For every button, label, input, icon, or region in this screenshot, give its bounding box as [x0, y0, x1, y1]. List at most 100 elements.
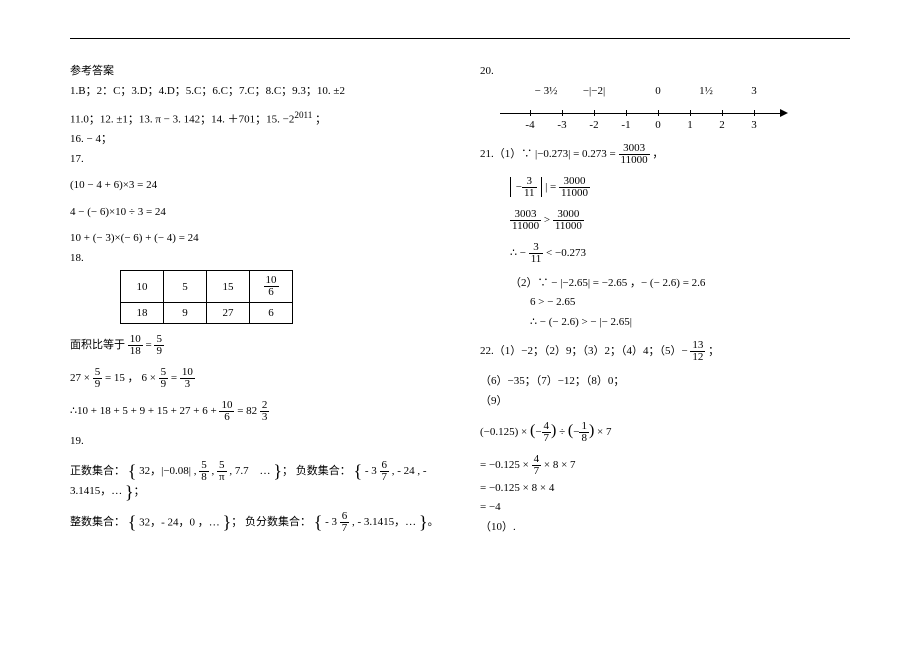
- frac: 300311000: [619, 143, 650, 166]
- frac: 18: [579, 421, 589, 444]
- set-content: 32，|−0.08| , 58 , 5π , 7.7 …: [139, 465, 273, 477]
- q20-label: 20.: [480, 63, 860, 80]
- brace-icon: {: [128, 513, 137, 531]
- q18-calc1: 27 × 59 = 15 ， 6 × 59 = 103: [70, 367, 450, 390]
- answers-1: 1.B；2：C；3.D；4.D；5.C；6.C；7.C；8.C；9.3；10. …: [70, 83, 450, 100]
- q22-e4: = −4: [480, 499, 860, 516]
- right-column: 20. -4-3-2-10123− 3½−|−2|01½3 21.（1）∵ |−…: [480, 60, 860, 538]
- abs-icon: [539, 177, 542, 197]
- txt: |−0.273| = 0.273 =: [535, 148, 616, 160]
- txt: 22.（1）−2；（2）9；（3）2；（4）4；（5）−: [480, 345, 688, 357]
- ans2-exp: −2: [283, 114, 295, 126]
- txt: , - 3.1415，…: [352, 516, 416, 528]
- txt: 21.（1）∵: [480, 148, 532, 160]
- brace-icon: {: [353, 462, 362, 480]
- txt: >: [544, 214, 550, 226]
- frac: 67: [340, 511, 350, 534]
- answers-2: 11.0；12. ±1；13. π − 3. 142；14. ＋701；15. …: [70, 109, 450, 128]
- q22-l1: 22.（1）−2；（2）9；（3）2；（4）4；（5）− 1312 ；: [480, 340, 860, 363]
- frac: 103: [180, 367, 195, 390]
- txt: ；: [708, 345, 719, 357]
- frac: 5π: [217, 460, 227, 483]
- frac: 67: [380, 460, 390, 483]
- brace-icon: }: [419, 513, 428, 531]
- cell: 15: [207, 271, 250, 303]
- number-line: -4-3-2-10123− 3½−|−2|01½3: [500, 83, 790, 133]
- frac: 311: [522, 176, 537, 199]
- brace-icon: }: [273, 462, 282, 480]
- frac: 1018: [128, 334, 143, 357]
- q18-label: 18.: [70, 250, 450, 267]
- brace-icon: {: [314, 513, 323, 531]
- ans2-tail: ；: [315, 114, 326, 126]
- txt: 6 ×: [141, 372, 155, 384]
- cell: 18: [121, 303, 164, 324]
- label: 负分数集合：: [245, 516, 311, 528]
- q19-label: 19.: [70, 433, 450, 450]
- brace-icon: {: [128, 462, 137, 480]
- frac: 59: [93, 367, 103, 390]
- brace-icon: }: [223, 513, 232, 531]
- txt: = −0.125 ×: [480, 459, 529, 471]
- q21-p2b: 6 > − 2.65: [530, 294, 860, 311]
- frac: 300011000: [553, 209, 584, 232]
- ans2-pre: 11.0；12. ±1；13. π − 3. 142；14. ＋701；15.: [70, 114, 283, 126]
- q21-l2: −311 | = 300011000: [510, 176, 860, 199]
- area-label: 面积比等于: [70, 339, 125, 351]
- brace-icon: }: [125, 483, 134, 501]
- cell: 27: [207, 303, 250, 324]
- frac: 1312: [690, 340, 705, 363]
- q21-p2a: （2）∵ − |−2.65| = −2.65 ，− (− 2.6) = 2.6: [510, 275, 860, 292]
- set-content: 32，- 24，0 ，…: [139, 516, 220, 528]
- txt: , 7.7 …: [229, 465, 270, 477]
- frac: 59: [159, 367, 169, 390]
- txt: - 3: [365, 465, 377, 477]
- txt: < −0.273: [546, 247, 586, 259]
- frac: 59: [154, 334, 164, 357]
- set-content: - 3 67 , - 3.1415，…: [325, 516, 419, 528]
- txt: ∴10 + 18 + 5 + 9 + 15 + 27 + 6 +: [70, 405, 217, 417]
- txt: × 8 × 7: [544, 459, 576, 471]
- q22-l2: （6）−35；（7）−12；（8）0；: [480, 373, 860, 390]
- table-row: 10 5 15 106: [121, 271, 293, 303]
- frac: 300011000: [559, 176, 590, 199]
- txt: - 3: [325, 516, 337, 528]
- q17-e2: 4 − (− 6)×10 ÷ 3 = 24: [70, 204, 450, 221]
- cell: 9: [164, 303, 207, 324]
- q17-e3: 10 + (− 3)×(− 6) + (− 4) = 24: [70, 230, 450, 247]
- txt: 27 ×: [70, 372, 90, 384]
- ans2-sup: 2011: [294, 110, 312, 120]
- txt: | =: [545, 181, 556, 193]
- top-rule: [70, 38, 850, 39]
- q22-l10: （10）.: [480, 519, 860, 536]
- cell: 106: [250, 271, 293, 303]
- eq: =: [146, 339, 152, 351]
- answers-3: 16. − 4；: [70, 131, 450, 148]
- q22-e3: = −0.125 × 8 × 4: [480, 480, 860, 497]
- cell: 6: [250, 303, 293, 324]
- cell: 10: [121, 271, 164, 303]
- txt: ∴ −: [510, 247, 526, 259]
- q22-e1: (−0.125) × (−47) ÷ (−18) × 7: [480, 419, 860, 444]
- q17-e1: (10 − 4 + 6)×3 = 24: [70, 177, 450, 194]
- txt: 32，|−0.08| ,: [139, 465, 196, 477]
- frac: 300311000: [510, 209, 541, 232]
- paren-icon: ): [589, 422, 594, 439]
- q19-pos: 正数集合： { 32，|−0.08| , 58 , 5π , 7.7 … }； …: [70, 460, 450, 501]
- txt: =: [171, 372, 177, 384]
- frac: 58: [199, 460, 209, 483]
- q18-sum: ∴10 + 18 + 5 + 9 + 15 + 27 + 6 + 106 = 8…: [70, 400, 450, 423]
- q18-area: 面积比等于 1018 = 59: [70, 334, 450, 357]
- frac: 311: [529, 242, 544, 265]
- q17-label: 17.: [70, 151, 450, 168]
- frac: 47: [542, 421, 552, 444]
- q21-l1: 21.（1）∵ |−0.273| = 0.273 = 300311000 ，: [480, 143, 860, 166]
- header-title: 参考答案: [70, 63, 450, 80]
- frac: 106: [219, 400, 234, 423]
- label: 整数集合：: [70, 516, 125, 528]
- abs-icon: [510, 177, 513, 197]
- label: 负数集合：: [296, 465, 351, 477]
- paren-icon: ): [551, 422, 556, 439]
- txt: = 15 ，: [105, 372, 139, 384]
- txt: (−0.125) ×: [480, 426, 527, 438]
